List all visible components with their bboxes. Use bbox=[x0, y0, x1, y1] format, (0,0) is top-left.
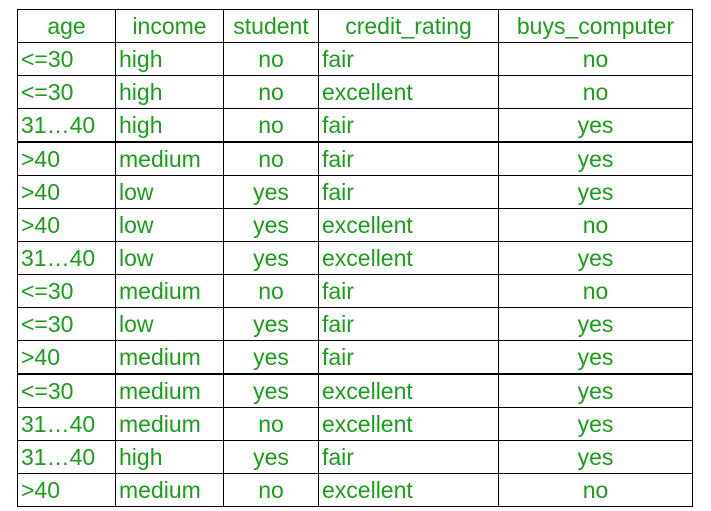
data-table-container: age income student credit_rating buys_co… bbox=[17, 9, 693, 507]
cell-student: no bbox=[223, 108, 319, 143]
cell-student: yes bbox=[223, 373, 319, 408]
cell-buys-computer: yes bbox=[498, 340, 693, 375]
cell-credit-rating: fair bbox=[318, 175, 499, 209]
cell-buys-computer: yes bbox=[498, 440, 693, 474]
cell-age: 31…40 bbox=[17, 440, 116, 474]
cell-buys-computer: yes bbox=[498, 241, 693, 275]
table-row: <=30 high no fair no bbox=[17, 42, 693, 76]
cell-income: high bbox=[115, 440, 224, 474]
cell-buys-computer: yes bbox=[498, 373, 693, 408]
cell-credit-rating: excellent bbox=[318, 373, 499, 408]
cell-income: medium bbox=[115, 274, 224, 308]
cell-credit-rating: excellent bbox=[318, 241, 499, 275]
cell-student: yes bbox=[223, 440, 319, 474]
cell-buys-computer: yes bbox=[498, 141, 693, 176]
cell-buys-computer: no bbox=[498, 75, 693, 109]
cell-income: medium bbox=[115, 407, 224, 441]
cell-income: high bbox=[115, 108, 224, 143]
cell-buys-computer: yes bbox=[498, 407, 693, 441]
cell-student: no bbox=[223, 141, 319, 176]
cell-student: yes bbox=[223, 307, 319, 341]
cell-credit-rating: fair bbox=[318, 141, 499, 176]
cell-credit-rating: excellent bbox=[318, 473, 499, 507]
table-row: >40 low yes excellent no bbox=[17, 208, 693, 242]
cell-income: medium bbox=[115, 473, 224, 507]
cell-credit-rating: excellent bbox=[318, 75, 499, 109]
cell-student: yes bbox=[223, 241, 319, 275]
cell-student: no bbox=[223, 473, 319, 507]
training-data-table: age income student credit_rating buys_co… bbox=[17, 9, 693, 507]
column-header-student: student bbox=[223, 9, 319, 43]
column-header-buys-computer: buys_computer bbox=[498, 9, 693, 43]
cell-age: <=30 bbox=[17, 373, 116, 408]
cell-buys-computer: no bbox=[498, 473, 693, 507]
cell-buys-computer: yes bbox=[498, 108, 693, 143]
cell-income: medium bbox=[115, 373, 224, 408]
cell-income: low bbox=[115, 307, 224, 341]
cell-age: <=30 bbox=[17, 307, 116, 341]
cell-income: low bbox=[115, 175, 224, 209]
cell-credit-rating: fair bbox=[318, 307, 499, 341]
cell-income: high bbox=[115, 42, 224, 76]
table-row: >40 medium no fair yes bbox=[17, 141, 693, 176]
cell-student: no bbox=[223, 274, 319, 308]
table-row: 31…40 medium no excellent yes bbox=[17, 407, 693, 441]
table-row: <=30 low yes fair yes bbox=[17, 307, 693, 341]
cell-age: 31…40 bbox=[17, 108, 116, 143]
cell-credit-rating: excellent bbox=[318, 208, 499, 242]
cell-age: 31…40 bbox=[17, 407, 116, 441]
cell-income: medium bbox=[115, 340, 224, 375]
table-header-row: age income student credit_rating buys_co… bbox=[17, 9, 693, 43]
cell-income: low bbox=[115, 241, 224, 275]
cell-credit-rating: excellent bbox=[318, 407, 499, 441]
table-row: <=30 high no excellent no bbox=[17, 75, 693, 109]
cell-age: >40 bbox=[17, 473, 116, 507]
cell-age: >40 bbox=[17, 175, 116, 209]
cell-student: yes bbox=[223, 208, 319, 242]
cell-student: yes bbox=[223, 175, 319, 209]
cell-income: low bbox=[115, 208, 224, 242]
cell-age: <=30 bbox=[17, 75, 116, 109]
cell-age: >40 bbox=[17, 340, 116, 375]
table-row: >40 medium no excellent no bbox=[17, 473, 693, 507]
cell-age: 31…40 bbox=[17, 241, 116, 275]
table-row: 31…40 high yes fair yes bbox=[17, 440, 693, 474]
cell-buys-computer: yes bbox=[498, 175, 693, 209]
cell-age: <=30 bbox=[17, 42, 116, 76]
cell-buys-computer: no bbox=[498, 274, 693, 308]
cell-credit-rating: fair bbox=[318, 340, 499, 375]
cell-student: yes bbox=[223, 340, 319, 375]
column-header-age: age bbox=[17, 9, 116, 43]
cell-credit-rating: fair bbox=[318, 42, 499, 76]
table-body: <=30 high no fair no <=30 high no excell… bbox=[17, 42, 693, 507]
table-row: 31…40 high no fair yes bbox=[17, 108, 693, 143]
column-header-income: income bbox=[115, 9, 224, 43]
column-header-credit-rating: credit_rating bbox=[318, 9, 499, 43]
table-row: 31…40 low yes excellent yes bbox=[17, 241, 693, 275]
cell-age: <=30 bbox=[17, 274, 116, 308]
cell-age: >40 bbox=[17, 141, 116, 176]
cell-student: no bbox=[223, 42, 319, 76]
cell-income: high bbox=[115, 75, 224, 109]
cell-credit-rating: fair bbox=[318, 108, 499, 143]
cell-student: no bbox=[223, 75, 319, 109]
table-row: >40 low yes fair yes bbox=[17, 175, 693, 209]
table-row: <=30 medium yes excellent yes bbox=[17, 373, 693, 408]
cell-buys-computer: yes bbox=[498, 307, 693, 341]
cell-credit-rating: fair bbox=[318, 274, 499, 308]
table-row: <=30 medium no fair no bbox=[17, 274, 693, 308]
table-row: >40 medium yes fair yes bbox=[17, 340, 693, 375]
cell-buys-computer: no bbox=[498, 42, 693, 76]
cell-income: medium bbox=[115, 141, 224, 176]
cell-credit-rating: fair bbox=[318, 440, 499, 474]
cell-student: no bbox=[223, 407, 319, 441]
cell-age: >40 bbox=[17, 208, 116, 242]
cell-buys-computer: no bbox=[498, 208, 693, 242]
